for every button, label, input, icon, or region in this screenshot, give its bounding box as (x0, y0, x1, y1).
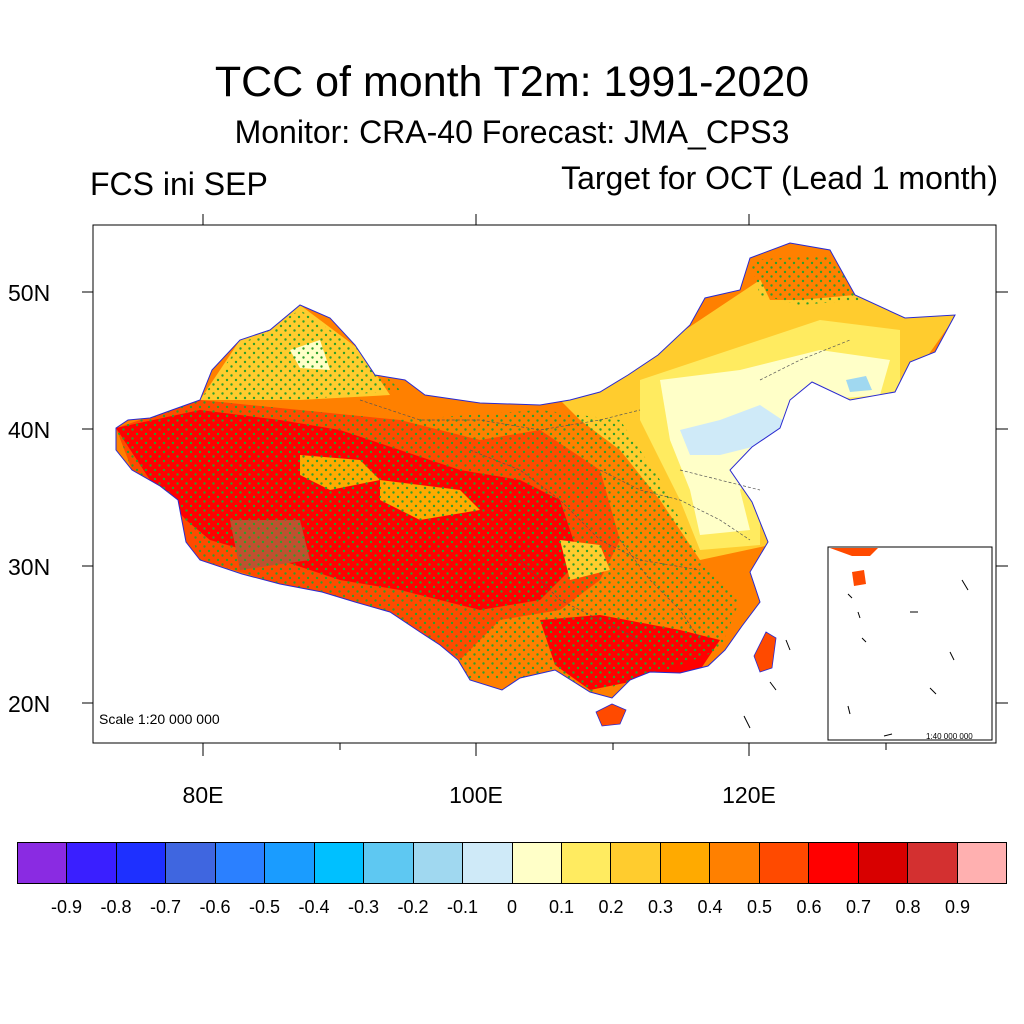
forecast-init-label: FCS ini SEP (90, 166, 268, 202)
colorbar-swatch (908, 843, 958, 883)
colorbar-swatch (116, 843, 167, 883)
chart-title: TCC of month T2m: 1991-2020 (214, 58, 810, 106)
colorbar-label: 0.1 (548, 897, 575, 917)
colorbar-swatch (660, 843, 711, 883)
colorbar-swatch (314, 843, 365, 883)
y-tick-label-30n: 30N (8, 554, 51, 580)
inset-scale-label: 1:40 000 000 (926, 732, 973, 741)
y-tick-label-50n: 50N (8, 280, 51, 306)
colorbar-swatch (364, 843, 414, 883)
colorbar-label: 0.7 (845, 897, 872, 917)
colorbar-label: -0.4 (298, 897, 330, 917)
x-tick-label-80e: 80E (182, 782, 224, 808)
colorbar-label: 0.6 (796, 897, 822, 917)
colorbar-swatch (18, 843, 68, 883)
colorbar-label: -0.7 (149, 897, 182, 917)
colorbar-swatch (512, 843, 562, 883)
province-boundaries (359, 339, 851, 641)
colorbar-swatch (710, 843, 760, 883)
colorbar-swatch (413, 843, 464, 883)
y-tick-label-40n: 40N (8, 417, 51, 443)
axis-ticks (82, 214, 1008, 756)
colorbar-label: 0.2 (598, 897, 624, 917)
colorbar-label: 0.9 (944, 897, 971, 917)
x-tick-label-120e: 120E (722, 782, 776, 808)
colorbar-label: -0.5 (248, 897, 281, 917)
colorbar-label: 0.5 (746, 897, 773, 917)
colorbar-swatch (265, 843, 315, 883)
colorbar-label: 0.3 (647, 897, 674, 917)
colorbar-swatch (215, 843, 266, 883)
map-scale-label: Scale 1:20 000 000 (99, 711, 220, 727)
colorbar-swatch (809, 843, 859, 883)
colorbar-label: 0.4 (697, 897, 723, 917)
colorbar (17, 842, 1007, 884)
colorbar-swatch (463, 843, 513, 883)
colorbar-label: 0 (506, 897, 517, 917)
colorbar-swatch (858, 843, 909, 883)
colorbar-label: -0.2 (397, 897, 429, 917)
taiwan-island (753, 631, 777, 673)
target-label: Target for OCT (Lead 1 month) (561, 160, 998, 196)
colorbar-swatch (957, 843, 1007, 883)
colorbar-swatch (759, 843, 810, 883)
colorbar-label: 0.8 (895, 897, 921, 917)
hainan-island (595, 703, 627, 727)
colorbar-swatch (561, 843, 612, 883)
colorbar-swatch (67, 843, 117, 883)
colorbar-swatch (611, 843, 661, 883)
colorbar-label: -0.1 (446, 897, 479, 917)
colorbar-label: -0.3 (347, 897, 380, 917)
colorbar-swatch (166, 843, 216, 883)
south-china-sea-inset (827, 546, 993, 741)
y-tick-label-20n: 20N (8, 691, 51, 717)
colorbar-label: -0.9 (50, 897, 83, 917)
colorbar-label: -0.8 (100, 897, 132, 917)
chart-subtitle: Monitor: CRA-40 Forecast: JMA_CPS3 (234, 114, 790, 150)
x-tick-label-100e: 100E (449, 782, 503, 808)
colorbar-label: -0.6 (199, 897, 231, 917)
